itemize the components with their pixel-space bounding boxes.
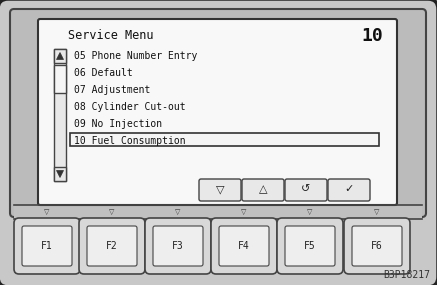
Text: F4: F4 bbox=[238, 241, 250, 251]
Bar bbox=[54, 49, 66, 63]
FancyBboxPatch shape bbox=[145, 218, 211, 274]
Text: F2: F2 bbox=[106, 241, 118, 251]
FancyBboxPatch shape bbox=[38, 19, 397, 205]
Text: ▽: ▽ bbox=[375, 209, 380, 215]
Polygon shape bbox=[56, 52, 63, 60]
FancyBboxPatch shape bbox=[242, 179, 284, 201]
FancyBboxPatch shape bbox=[10, 9, 426, 217]
FancyBboxPatch shape bbox=[328, 179, 370, 201]
Text: F3: F3 bbox=[172, 241, 184, 251]
FancyBboxPatch shape bbox=[79, 218, 145, 274]
Text: ✓: ✓ bbox=[344, 184, 354, 194]
Text: ▽: ▽ bbox=[109, 209, 114, 215]
FancyBboxPatch shape bbox=[14, 218, 80, 274]
Bar bbox=[54, 65, 66, 93]
Bar bbox=[70, 133, 379, 146]
Text: 05 Phone Number Entry: 05 Phone Number Entry bbox=[74, 51, 198, 61]
FancyBboxPatch shape bbox=[87, 226, 137, 266]
FancyBboxPatch shape bbox=[344, 218, 410, 274]
Text: 08 Cylinder Cut-out: 08 Cylinder Cut-out bbox=[74, 102, 186, 112]
Text: ↺: ↺ bbox=[302, 184, 311, 194]
Text: ▽: ▽ bbox=[241, 209, 247, 215]
Bar bbox=[54, 49, 66, 181]
Text: ▽: ▽ bbox=[175, 209, 180, 215]
Text: ▽: ▽ bbox=[216, 184, 224, 194]
Text: ▽: ▽ bbox=[307, 209, 313, 215]
Text: 09 No Injection: 09 No Injection bbox=[74, 119, 162, 129]
Text: △: △ bbox=[259, 184, 267, 194]
Text: F5: F5 bbox=[304, 241, 316, 251]
FancyBboxPatch shape bbox=[285, 179, 327, 201]
Text: F6: F6 bbox=[371, 241, 383, 251]
Polygon shape bbox=[56, 170, 63, 178]
Text: F1: F1 bbox=[41, 241, 53, 251]
Text: ▽: ▽ bbox=[44, 209, 50, 215]
FancyBboxPatch shape bbox=[199, 179, 241, 201]
FancyBboxPatch shape bbox=[285, 226, 335, 266]
FancyBboxPatch shape bbox=[352, 226, 402, 266]
FancyBboxPatch shape bbox=[211, 218, 277, 274]
Text: B3P18217: B3P18217 bbox=[383, 270, 430, 280]
Bar bbox=[54, 167, 66, 181]
FancyBboxPatch shape bbox=[153, 226, 203, 266]
Text: 06 Default: 06 Default bbox=[74, 68, 133, 78]
Text: 10: 10 bbox=[361, 27, 383, 45]
Text: 07 Adjustment: 07 Adjustment bbox=[74, 85, 150, 95]
FancyBboxPatch shape bbox=[277, 218, 343, 274]
Text: Service Menu: Service Menu bbox=[68, 29, 153, 42]
Bar bbox=[14, 205, 422, 219]
Text: 10 Fuel Consumption: 10 Fuel Consumption bbox=[74, 136, 186, 146]
FancyBboxPatch shape bbox=[22, 226, 72, 266]
FancyBboxPatch shape bbox=[219, 226, 269, 266]
